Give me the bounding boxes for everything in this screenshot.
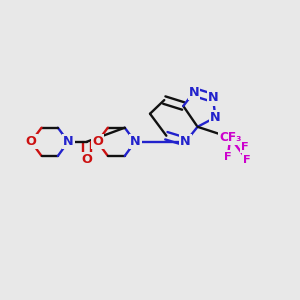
Text: O: O: [92, 135, 103, 148]
Text: N: N: [130, 135, 140, 148]
Text: O: O: [82, 153, 92, 166]
Text: N: N: [189, 85, 199, 98]
Text: F: F: [241, 142, 248, 152]
Text: O: O: [26, 135, 37, 148]
Text: CF₃: CF₃: [219, 131, 242, 144]
Text: N: N: [63, 135, 74, 148]
Text: N: N: [208, 92, 218, 104]
Text: N: N: [210, 111, 221, 124]
Text: F: F: [243, 154, 250, 164]
Text: F: F: [224, 152, 232, 161]
Text: N: N: [180, 135, 191, 148]
